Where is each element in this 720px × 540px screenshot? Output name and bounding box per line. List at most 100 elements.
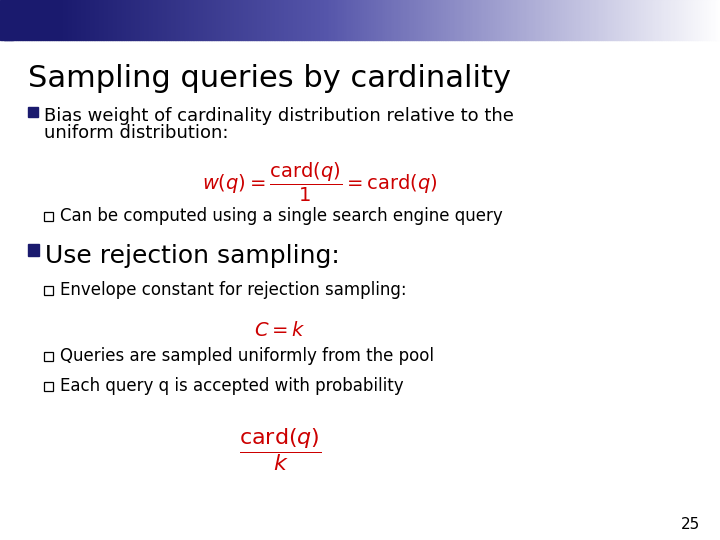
Bar (405, 0, 407, 40)
Bar (702, 0, 704, 40)
Bar (482, 0, 484, 40)
Bar (436, 0, 438, 40)
Bar (378, 0, 380, 40)
Bar (492, 0, 493, 40)
Bar (585, 0, 587, 40)
Bar (36, 0, 38, 40)
Bar (14, 0, 16, 40)
Bar (243, 0, 245, 40)
Bar (301, 0, 302, 40)
Bar (94, 0, 95, 40)
Bar (654, 0, 655, 40)
Bar (181, 0, 184, 40)
Bar (518, 0, 521, 40)
Text: Sampling queries by cardinality: Sampling queries by cardinality (28, 64, 511, 93)
Bar (433, 0, 436, 40)
Bar (187, 0, 189, 40)
Bar (366, 0, 367, 40)
Bar (189, 0, 191, 40)
Bar (468, 0, 470, 40)
Bar (7, 0, 9, 40)
Bar (169, 0, 171, 40)
Bar (83, 0, 85, 40)
Bar (419, 0, 421, 40)
Bar (360, 0, 362, 40)
Bar (612, 0, 614, 40)
Bar (274, 0, 276, 40)
Bar (598, 0, 599, 40)
Bar (695, 0, 697, 40)
Bar (85, 0, 86, 40)
Bar (670, 0, 671, 40)
Bar (49, 0, 50, 40)
Bar (22, 0, 23, 40)
Bar (294, 0, 295, 40)
Bar (527, 0, 529, 40)
Bar (200, 0, 202, 40)
Bar (68, 0, 71, 40)
Bar (536, 0, 539, 40)
Bar (475, 0, 477, 40)
Text: Bias weight of cardinality distribution relative to the: Bias weight of cardinality distribution … (44, 107, 514, 125)
Bar (103, 0, 104, 40)
Bar (193, 0, 194, 40)
Bar (513, 0, 515, 40)
Bar (67, 0, 68, 40)
Bar (133, 0, 135, 40)
Bar (138, 0, 140, 40)
Bar (225, 0, 227, 40)
Bar (47, 0, 49, 40)
Bar (596, 0, 598, 40)
Bar (563, 0, 565, 40)
Bar (241, 0, 243, 40)
Bar (524, 0, 526, 40)
Bar (198, 0, 200, 40)
Text: $w(q) = \dfrac{\mathrm{card}(q)}{1} = \mathrm{card}(q)$: $w(q) = \dfrac{\mathrm{card}(q)}{1} = \m… (202, 160, 438, 204)
Bar (166, 0, 167, 40)
Bar (587, 0, 589, 40)
Bar (618, 0, 619, 40)
Bar (25, 0, 27, 40)
Bar (130, 0, 132, 40)
Bar (497, 0, 498, 40)
Bar (148, 0, 150, 40)
Bar (119, 0, 121, 40)
Bar (196, 0, 198, 40)
Bar (18, 0, 20, 40)
Bar (621, 0, 623, 40)
Bar (230, 0, 232, 40)
Bar (521, 0, 522, 40)
Bar (477, 0, 479, 40)
Text: Queries are sampled uniformly from the pool: Queries are sampled uniformly from the p… (60, 347, 434, 365)
Bar (693, 0, 695, 40)
Bar (50, 0, 53, 40)
Bar (215, 0, 216, 40)
Bar (79, 0, 81, 40)
Bar (659, 0, 661, 40)
Bar (426, 0, 428, 40)
Bar (628, 0, 630, 40)
Bar (304, 0, 306, 40)
Bar (611, 0, 612, 40)
Bar (266, 0, 268, 40)
Bar (675, 0, 677, 40)
Bar (691, 0, 693, 40)
Bar (248, 0, 251, 40)
Bar (27, 0, 29, 40)
Bar (371, 0, 373, 40)
Bar (292, 0, 294, 40)
Bar (209, 0, 210, 40)
Bar (616, 0, 618, 40)
Bar (474, 0, 475, 40)
Bar (364, 0, 366, 40)
Bar (428, 0, 431, 40)
Bar (644, 0, 647, 40)
Bar (698, 0, 701, 40)
Bar (666, 0, 668, 40)
Bar (114, 0, 115, 40)
Bar (107, 0, 108, 40)
Bar (531, 0, 533, 40)
Bar (317, 0, 319, 40)
Bar (668, 0, 670, 40)
Bar (4, 0, 6, 40)
